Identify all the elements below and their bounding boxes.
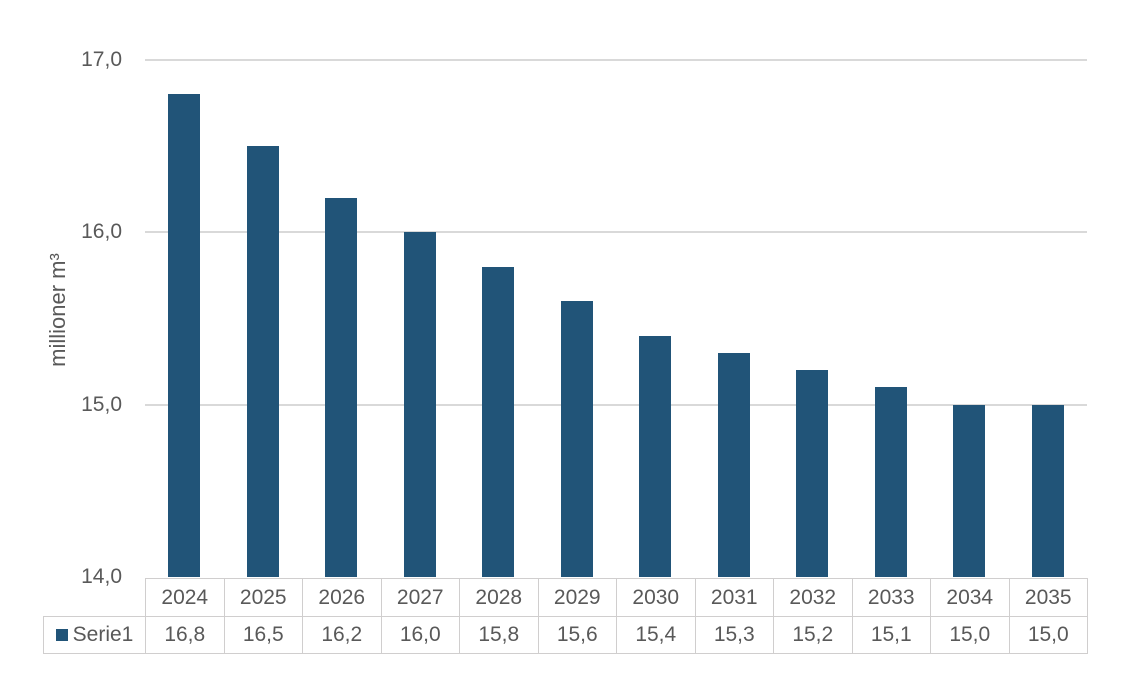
- year-cell-2034: 2034: [930, 578, 1010, 617]
- value-cell-2030: 15,4: [616, 616, 696, 654]
- y-tick-label: 15,0: [81, 392, 122, 416]
- value-cell-2027: 16,0: [380, 616, 460, 654]
- bar-2024: [168, 94, 201, 577]
- bar-2028: [482, 266, 515, 577]
- value-cell-2034: 15,0: [930, 616, 1010, 654]
- bar-2031: [717, 352, 750, 577]
- bar-2029: [560, 301, 593, 577]
- y-tick-label: 16,0: [81, 220, 122, 244]
- bar-2026: [325, 197, 358, 577]
- value-cell-2031: 15,3: [694, 616, 774, 654]
- value-cell-2032: 15,2: [773, 616, 853, 654]
- gridline-15,0: [145, 403, 1087, 406]
- table-corner-cell: [44, 579, 146, 617]
- table-year-row: 2024 2025 2026 2027 2028 2029 2030 2031 2032 2033…: [44, 578, 1088, 617]
- bar-2033: [874, 387, 907, 577]
- bar-2025: [246, 146, 279, 577]
- year-cell-2029: 2029: [537, 578, 617, 617]
- bar-2032: [796, 370, 829, 577]
- year-cell-2024: 2024: [145, 578, 225, 617]
- bar-2027: [403, 232, 436, 577]
- year-cell-2031: 2031: [694, 578, 774, 617]
- y-tick-label: 17,0: [81, 48, 122, 71]
- y-axis-title: millioner m³: [45, 253, 70, 367]
- legend-cell: Serie1: [43, 616, 146, 654]
- year-cell-2032: 2032: [773, 578, 853, 617]
- value-cell-2026: 16,2: [302, 616, 382, 654]
- year-cell-2033: 2033: [851, 578, 931, 617]
- value-cell-2035: 15,0: [1008, 616, 1088, 654]
- value-cell-2029: 15,6: [537, 616, 617, 654]
- year-cell-2028: 2028: [459, 578, 539, 617]
- legend-swatch: [55, 629, 68, 641]
- legend-series-label: Serie1: [72, 623, 134, 646]
- value-cell-2024: 16,8: [145, 616, 225, 654]
- year-cell-2027: 2027: [380, 578, 460, 617]
- bar-2035: [1031, 404, 1064, 577]
- bar-2030: [639, 335, 672, 577]
- table-value-row: Serie1 16,8 16,5 16,2 16,0 15,8 15,6 15,4 15,3 1…: [43, 616, 1088, 654]
- y-tick-label: 14,0: [81, 565, 122, 588]
- year-cell-2025: 2025: [223, 578, 303, 617]
- gridline-17,0: [145, 59, 1087, 61]
- bar-2034: [953, 404, 986, 577]
- value-cell-2033: 15,1: [851, 616, 931, 654]
- year-cell-2035: 2035: [1008, 578, 1088, 617]
- value-cell-2025: 16,5: [223, 616, 303, 654]
- year-cell-2026: 2026: [302, 578, 382, 617]
- data-table: 2024 2025 2026 2027 2028 2029 2030 2031 2032 2033…: [43, 578, 1088, 654]
- gridline-16,0: [145, 231, 1087, 234]
- year-cell-2030: 2030: [616, 578, 696, 617]
- value-cell-2028: 15,8: [459, 616, 539, 654]
